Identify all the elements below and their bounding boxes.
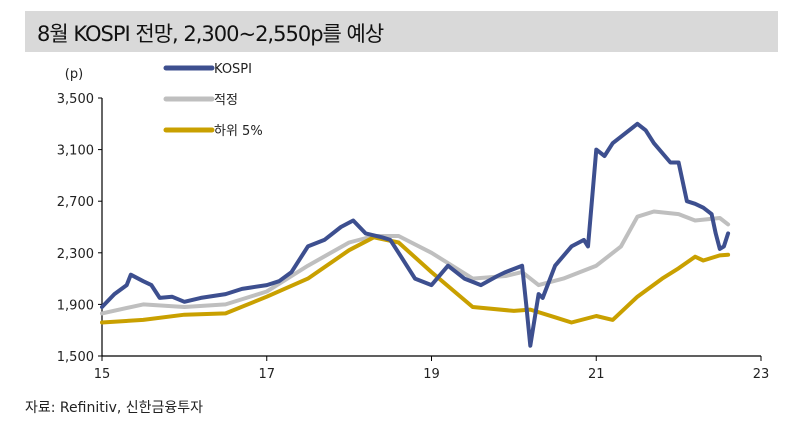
y-tick-label: 1,500 (57, 350, 94, 365)
title-bar: 8월 KOSPI 전망, 2,300~2,550p를 예상 (25, 11, 778, 52)
x-tick-label: 19 (423, 367, 440, 382)
y-tick-label: 1,900 (57, 298, 94, 313)
y-tick-label: 2,700 (57, 195, 94, 210)
series-line-1 (100, 209, 731, 316)
x-tick-label: 21 (588, 367, 605, 382)
x-tick-label: 17 (258, 367, 275, 382)
series-line-0 (100, 121, 731, 348)
y-tick-label: 3,100 (57, 144, 94, 159)
y-tick-label: 3,500 (57, 92, 94, 107)
y-tick-label: 2,300 (57, 247, 94, 262)
series-line-2 (100, 235, 731, 325)
legend-label: KOSPI (214, 62, 252, 77)
legend-label: 적정 (214, 93, 238, 108)
x-tick-label: 23 (753, 367, 770, 382)
source-note: 자료: Refinitiv, 신한금융투자 (25, 400, 204, 416)
chart-title: 8월 KOSPI 전망, 2,300~2,550p를 예상 (37, 22, 384, 46)
y-axis-unit: (p) (65, 67, 83, 82)
x-tick-label: 15 (94, 367, 111, 382)
legend-label: 하위 5% (214, 124, 263, 139)
